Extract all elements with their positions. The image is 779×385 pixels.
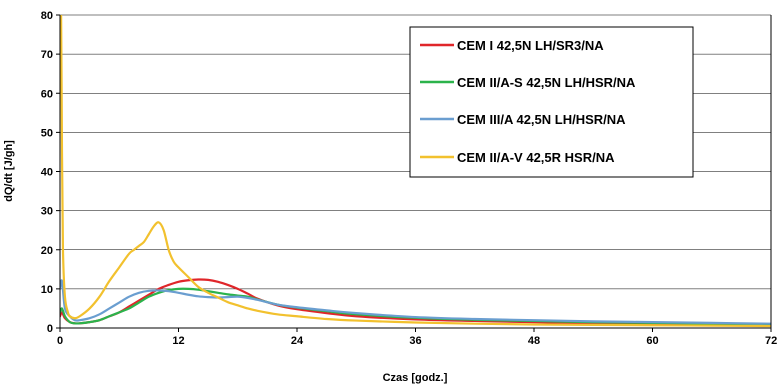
legend: CEM I 42,5N LH/SR3/NA CEM II/A-S 42,5N LH… (409, 26, 694, 178)
x-tick-label: 24 (291, 335, 304, 347)
y-tick-label: 0 (47, 323, 53, 335)
legend-label-2: CEM II/A-S 42,5N LH/HSR/NA (457, 75, 636, 90)
y-tick-label: 80 (41, 10, 53, 22)
legend-items: CEM I 42,5N LH/SR3/NA CEM II/A-S 42,5N LH… (420, 38, 636, 165)
legend-label-3: CEM III/A 42,5N LH/HSR/NA (457, 112, 626, 127)
series-line-2 (60, 287, 771, 326)
y-tick-label: 60 (41, 88, 53, 100)
y-tick-label: 10 (41, 284, 53, 296)
x-tick-label: 0 (57, 335, 63, 347)
tick-labels: 0 10 20 30 40 50 60 70 80 0 12 24 36 48 60 72 (41, 10, 778, 347)
x-tick-label: 12 (172, 335, 184, 347)
y-tick-label: 40 (41, 167, 53, 179)
series-lines (60, 15, 771, 328)
y-tick-label: 70 (41, 49, 53, 61)
legend-label-1: CEM I 42,5N LH/SR3/NA (457, 38, 604, 53)
y-axis-title: dQ/dt [J/gh] (3, 140, 15, 202)
series-line-4 (60, 15, 771, 328)
series-line-3 (60, 279, 771, 325)
legend-label-4: CEM II/A-V 42,5R HSR/NA (457, 150, 615, 165)
x-tick-label: 60 (646, 335, 658, 347)
x-tick-label: 48 (528, 335, 540, 347)
x-axis-title: Czas [godz.] (383, 372, 448, 384)
y-tick-label: 30 (41, 206, 53, 218)
x-tick-label: 72 (765, 335, 777, 347)
legend-box (409, 26, 694, 178)
y-tick-label: 20 (41, 245, 53, 257)
x-tick-label: 36 (409, 335, 421, 347)
y-tick-label: 50 (41, 127, 53, 139)
